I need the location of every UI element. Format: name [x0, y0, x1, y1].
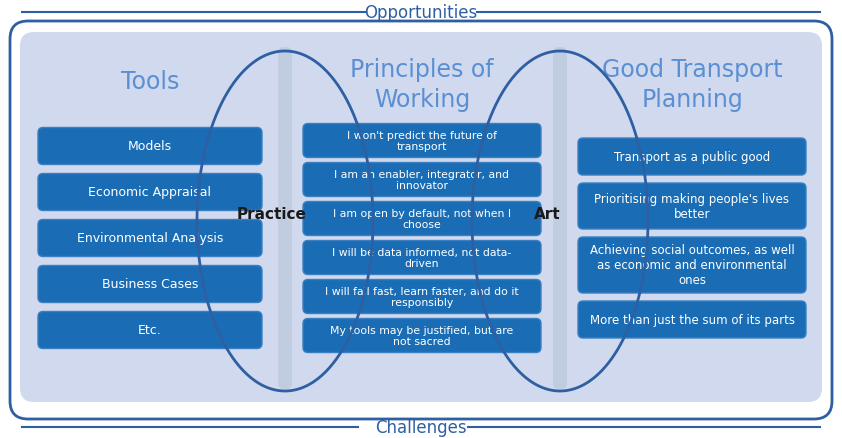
FancyBboxPatch shape [303, 124, 541, 158]
Text: Art: Art [534, 207, 560, 222]
Text: Good Transport
Planning: Good Transport Planning [602, 58, 782, 112]
FancyBboxPatch shape [303, 202, 541, 236]
Text: I am an enabler, integrator, and
innovator: I am an enabler, integrator, and innovat… [334, 170, 509, 191]
Text: I will be data informed, not data-
driven: I will be data informed, not data- drive… [333, 247, 512, 268]
FancyBboxPatch shape [38, 266, 262, 303]
Text: Prioritising making people's lives
better: Prioritising making people's lives bette… [594, 193, 790, 220]
FancyBboxPatch shape [26, 40, 274, 397]
Text: Principles of
Working: Principles of Working [350, 58, 493, 112]
Text: Achieving social outcomes, as well
as economic and environmental
ones: Achieving social outcomes, as well as ec… [589, 244, 794, 287]
Text: Tools: Tools [120, 70, 179, 94]
FancyBboxPatch shape [553, 48, 567, 389]
FancyBboxPatch shape [568, 40, 816, 397]
Text: Environmental Analysis: Environmental Analysis [77, 232, 223, 245]
Text: Etc.: Etc. [138, 324, 162, 337]
Text: I won't predict the future of
transport: I won't predict the future of transport [347, 131, 497, 152]
FancyBboxPatch shape [303, 163, 541, 197]
Text: Practice: Practice [237, 207, 307, 222]
FancyBboxPatch shape [38, 174, 262, 211]
Text: Transport as a public good: Transport as a public good [614, 151, 770, 164]
Text: More than just the sum of its parts: More than just the sum of its parts [589, 313, 795, 326]
FancyBboxPatch shape [578, 184, 806, 230]
FancyBboxPatch shape [38, 312, 262, 349]
Text: Models: Models [128, 140, 172, 153]
FancyBboxPatch shape [578, 301, 806, 338]
Text: Business Cases: Business Cases [102, 278, 198, 291]
FancyBboxPatch shape [578, 237, 806, 293]
Text: My tools may be justified, but are
not sacred: My tools may be justified, but are not s… [330, 325, 514, 346]
Text: Economic Appraisal: Economic Appraisal [88, 186, 211, 199]
Text: I will fail fast, learn faster, and do it
responsibly: I will fail fast, learn faster, and do i… [325, 286, 519, 307]
Text: Challenges: Challenges [376, 418, 466, 436]
FancyBboxPatch shape [303, 319, 541, 353]
FancyBboxPatch shape [303, 280, 541, 314]
Text: I am open by default, not when I
choose: I am open by default, not when I choose [333, 208, 511, 230]
FancyBboxPatch shape [303, 241, 541, 275]
FancyBboxPatch shape [10, 22, 832, 419]
Text: Opportunities: Opportunities [365, 4, 477, 22]
FancyBboxPatch shape [38, 220, 262, 257]
FancyBboxPatch shape [38, 128, 262, 165]
FancyBboxPatch shape [278, 48, 292, 389]
FancyBboxPatch shape [578, 139, 806, 176]
FancyBboxPatch shape [293, 40, 551, 397]
FancyBboxPatch shape [20, 33, 822, 402]
